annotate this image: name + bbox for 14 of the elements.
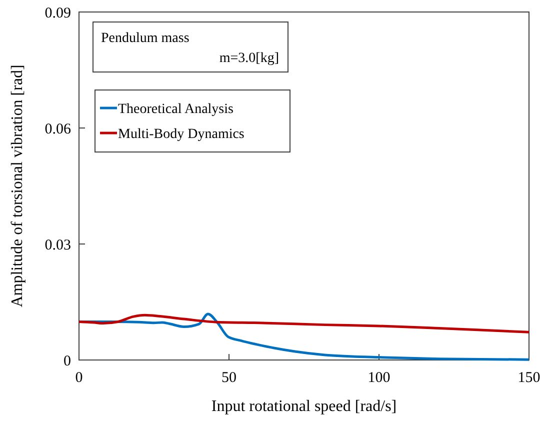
legend-label: Multi-Body Dynamics — [118, 126, 244, 142]
y-tick-label: 0.03 — [44, 237, 71, 254]
x-tick-label: 100 — [368, 370, 390, 386]
x-tick-label: 0 — [75, 370, 83, 386]
y-tick-label: 0.06 — [44, 121, 72, 138]
x-tick-label: 150 — [518, 370, 540, 386]
text: Pendulum mass m=3.0[kg] — [101, 31, 279, 66]
legend-label: Theoretical Analysis — [118, 102, 234, 117]
line-series — [78, 314, 530, 334]
y-tick-label: 0 — [64, 353, 71, 370]
y-axis-title: Amplitude of torsional vibration [rad] — [9, 64, 26, 308]
x-tick-label: 50 — [222, 370, 236, 386]
x-axis-title: Input rotational speed [rad/s] — [211, 398, 397, 415]
y-tick-label: 0.09 — [44, 5, 71, 22]
